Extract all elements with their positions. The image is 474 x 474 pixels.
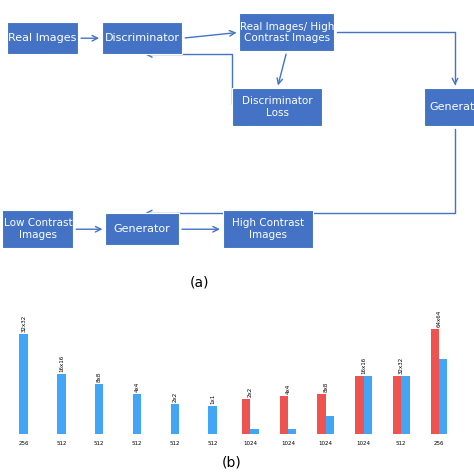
- Text: Discriminator: Discriminator: [105, 33, 180, 43]
- Text: 2x2: 2x2: [172, 392, 177, 402]
- Text: 16x16: 16x16: [59, 355, 64, 372]
- FancyBboxPatch shape: [102, 22, 182, 55]
- Bar: [208, 406, 217, 434]
- Bar: [318, 394, 326, 434]
- Bar: [95, 384, 103, 434]
- Text: 8x8: 8x8: [97, 372, 101, 382]
- Bar: [364, 376, 372, 434]
- Text: Generato: Generato: [429, 102, 474, 112]
- Text: 32x32: 32x32: [21, 314, 26, 332]
- Text: 64x64: 64x64: [437, 310, 442, 327]
- FancyBboxPatch shape: [232, 88, 322, 127]
- Text: 1x1: 1x1: [210, 394, 215, 404]
- Text: Real Images/ High
Contrast Images: Real Images/ High Contrast Images: [239, 21, 334, 43]
- Text: 1024: 1024: [243, 441, 257, 446]
- Text: 8x8: 8x8: [323, 382, 328, 392]
- FancyBboxPatch shape: [2, 210, 73, 248]
- Text: 1024: 1024: [319, 441, 333, 446]
- Bar: [288, 429, 296, 434]
- Bar: [326, 416, 334, 434]
- FancyBboxPatch shape: [239, 13, 334, 52]
- FancyBboxPatch shape: [7, 22, 78, 55]
- Text: (b): (b): [221, 455, 241, 469]
- Text: 512: 512: [169, 441, 180, 446]
- Text: 4x4: 4x4: [285, 384, 291, 394]
- Bar: [242, 399, 250, 434]
- Bar: [57, 374, 65, 434]
- Bar: [355, 376, 364, 434]
- Bar: [393, 376, 401, 434]
- FancyBboxPatch shape: [424, 88, 474, 127]
- Text: 1024: 1024: [356, 441, 371, 446]
- Bar: [439, 359, 447, 434]
- Text: 512: 512: [396, 441, 407, 446]
- Bar: [250, 429, 258, 434]
- Text: 16x16: 16x16: [361, 356, 366, 374]
- Text: Generator: Generator: [114, 224, 171, 234]
- Text: High Contrast
Images: High Contrast Images: [232, 219, 304, 240]
- Text: 512: 512: [132, 441, 142, 446]
- Text: 256: 256: [18, 441, 29, 446]
- Text: 1024: 1024: [281, 441, 295, 446]
- Text: 512: 512: [94, 441, 104, 446]
- Bar: [401, 376, 410, 434]
- Text: Low Contrast
Images: Low Contrast Images: [4, 219, 72, 240]
- Text: 512: 512: [207, 441, 218, 446]
- Bar: [431, 329, 439, 434]
- Text: (a): (a): [189, 275, 209, 289]
- Text: 2x2: 2x2: [248, 387, 253, 397]
- Text: 32x32: 32x32: [399, 356, 404, 374]
- FancyBboxPatch shape: [223, 210, 313, 248]
- Bar: [171, 404, 179, 434]
- Text: 256: 256: [434, 441, 444, 446]
- Bar: [19, 334, 28, 434]
- Text: 4x4: 4x4: [135, 382, 139, 392]
- Text: Discriminator
Loss: Discriminator Loss: [242, 97, 312, 118]
- Bar: [280, 396, 288, 434]
- Bar: [133, 394, 141, 434]
- Text: Real Images: Real Images: [9, 33, 77, 43]
- FancyBboxPatch shape: [105, 213, 179, 246]
- Text: 512: 512: [56, 441, 67, 446]
